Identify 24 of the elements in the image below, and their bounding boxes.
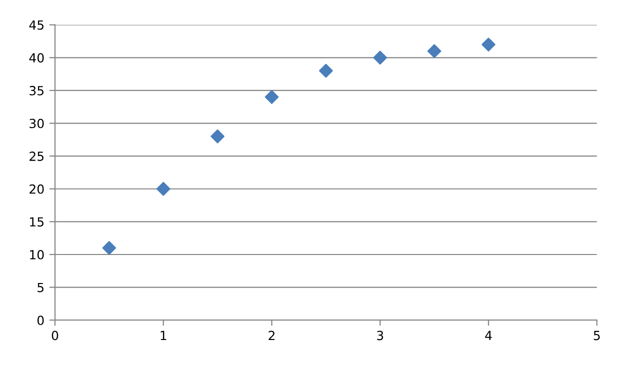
y-tick-label: 45 xyxy=(29,20,44,30)
x-tick-label: 5 xyxy=(594,330,600,340)
point xyxy=(156,182,170,196)
x-tick-label: 0 xyxy=(52,330,58,340)
y-tick-label: 30 xyxy=(30,118,44,128)
point xyxy=(264,90,279,104)
point xyxy=(482,38,496,52)
y-tick-label: 35 xyxy=(30,86,44,96)
point xyxy=(373,50,388,65)
x-tick-label: 4 xyxy=(485,330,492,340)
x-tick-label: 1 xyxy=(160,330,166,340)
x-tick-label: 2 xyxy=(268,330,274,340)
y-tick-label: 5 xyxy=(38,282,44,292)
point xyxy=(319,64,333,78)
y-tick-label: 25 xyxy=(30,152,44,161)
y-tick-label: 20 xyxy=(30,184,44,194)
y-tick-label: 40 xyxy=(29,53,44,63)
y-tick-label: 15 xyxy=(30,217,44,227)
x-tick-label: 3 xyxy=(377,330,384,340)
point xyxy=(102,241,116,255)
y-tick-label: 10 xyxy=(30,250,44,260)
y-tick-label: 0 xyxy=(37,316,44,326)
point xyxy=(210,129,224,144)
point xyxy=(427,44,442,58)
